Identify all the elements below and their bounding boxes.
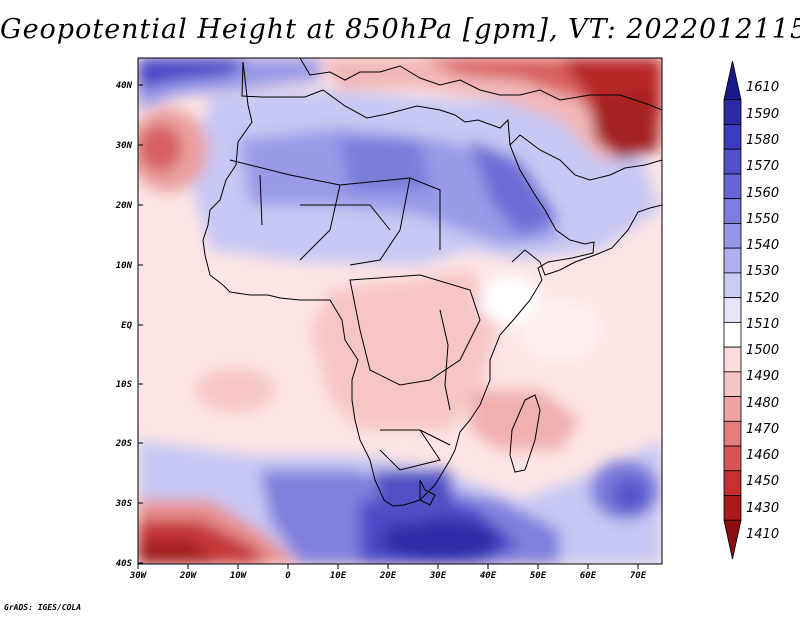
lat-label: 20N <box>115 201 133 211</box>
colorbar-label: 1450 <box>746 474 779 489</box>
colorbar-label: 1550 <box>746 212 779 227</box>
lon-label: 30W <box>129 571 148 581</box>
colorbar-swatch <box>723 519 742 560</box>
lat-label: 10S <box>116 380 133 390</box>
lat-label: 10N <box>116 261 133 271</box>
colorbar-swatch <box>723 247 742 274</box>
lat-label: 30S <box>115 499 133 509</box>
colorbar-label: 1500 <box>746 343 779 358</box>
lon-label: 40E <box>480 571 497 581</box>
height-field <box>138 58 662 564</box>
colorbar-swatch <box>723 321 742 348</box>
colorbar-label: 1510 <box>746 317 779 332</box>
map-title: Geopotential Height at 850hPa [gpm], VT:… <box>0 14 800 45</box>
colorbar-label: 1580 <box>746 133 779 148</box>
colorbar-label: 1480 <box>746 396 779 411</box>
colorbar-label: 1410 <box>746 527 779 542</box>
lat-label: EQ <box>121 321 132 331</box>
lon-label: 30E <box>429 571 447 581</box>
colorbar-swatch <box>723 99 742 125</box>
colorbar-label: 1530 <box>746 264 779 279</box>
colorbar-swatch <box>723 148 742 175</box>
colorbar-label: 1490 <box>746 369 779 384</box>
coastlines <box>202 58 662 507</box>
colorbar-swatch <box>723 445 742 472</box>
colorbar-swatch <box>723 396 742 422</box>
colorbar-swatch <box>723 297 742 323</box>
lon-label: 60E <box>580 571 597 581</box>
lat-label: 20S <box>115 439 133 449</box>
colorbar-swatch <box>723 272 742 299</box>
lon-label: 0 <box>285 571 291 581</box>
colorbar-label: 1430 <box>746 501 779 516</box>
colorbar-label: 1470 <box>746 422 779 437</box>
lat-label: 40N <box>116 81 133 91</box>
colorbar-label: 1610 <box>746 80 779 95</box>
colorbar-label: 1460 <box>746 448 779 463</box>
lat-label: 40S <box>116 559 133 569</box>
lon-axis: 30W 20W 10W 0 10E 20E 30E 40E 50E 60E 70… <box>129 564 647 581</box>
footer-credit: GrADS: IGES/COLA <box>4 603 82 612</box>
colorbar-swatch <box>723 173 742 200</box>
colorbar-swatch <box>723 198 742 224</box>
colorbar-label: 1540 <box>746 238 779 253</box>
map-frame <box>137 57 663 565</box>
lat-label: 30N <box>115 141 133 151</box>
colorbar-swatch <box>723 124 742 150</box>
lat-axis: 40N 30N 20N 10N EQ 10S 20S 30S 40S <box>115 81 143 569</box>
colorbar-swatch <box>723 470 742 496</box>
colorbar-label: 1590 <box>746 107 779 122</box>
colorbar-label: 1560 <box>746 186 779 201</box>
colorbar-label: 1520 <box>746 291 779 306</box>
colorbar-swatch <box>723 420 742 447</box>
lon-label: 10E <box>330 571 347 581</box>
colorbar-swatches <box>723 60 742 560</box>
colorbar-swatch <box>723 346 742 373</box>
lon-label: 20W <box>179 571 198 581</box>
colorbar: 1610 1590 1580 1570 1560 1550 1540 1530 … <box>723 60 779 560</box>
colorbar-label: 1570 <box>746 159 779 174</box>
lon-label: 10W <box>230 571 248 581</box>
lon-label: 70E <box>630 571 647 581</box>
colorbar-swatch <box>723 495 742 521</box>
colorbar-swatch <box>723 60 742 101</box>
colorbar-swatch <box>723 371 742 397</box>
lon-label: 50E <box>530 571 547 581</box>
colorbar-swatch <box>723 223 742 249</box>
lon-label: 20E <box>379 571 397 581</box>
